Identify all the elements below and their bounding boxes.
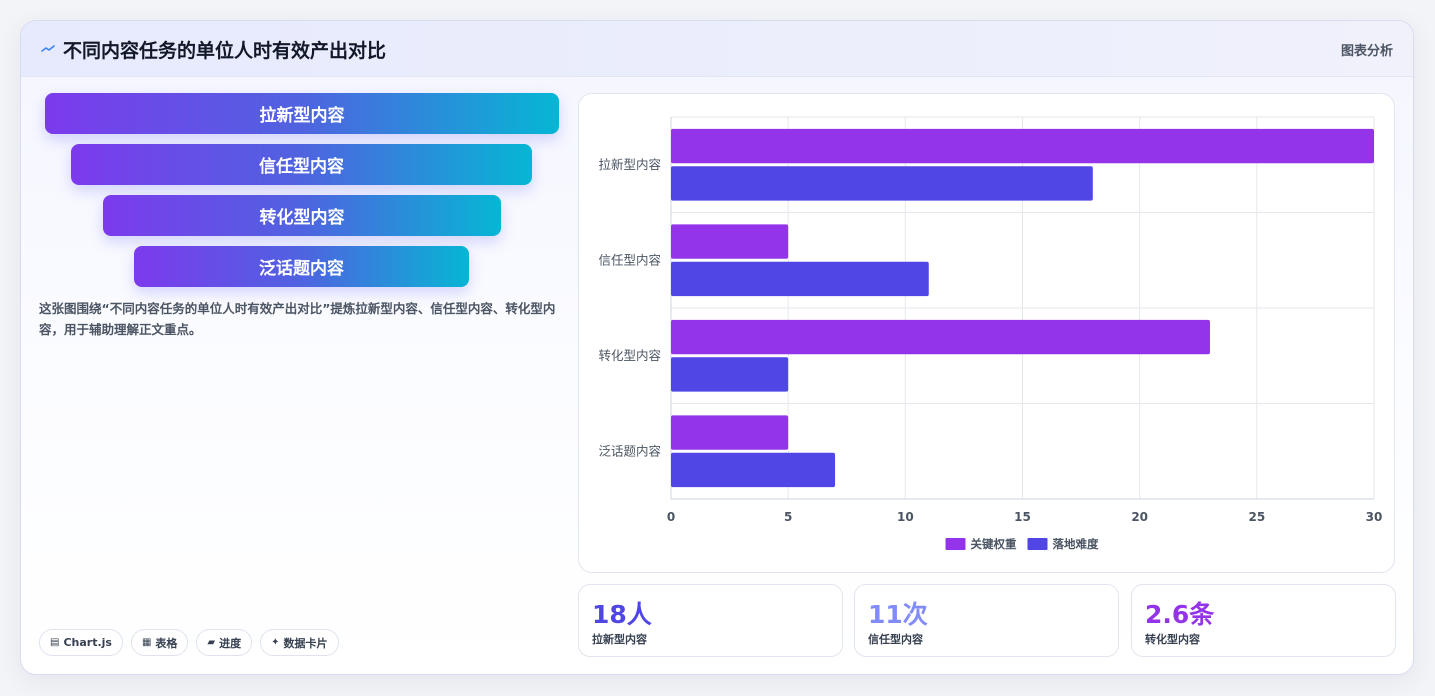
bar-weight[interactable] bbox=[671, 224, 789, 259]
bar-weight[interactable] bbox=[671, 128, 1374, 164]
y-tick-label: 信任型内容 bbox=[598, 252, 661, 267]
funnel-layer-conversion[interactable]: 转化型内容 bbox=[103, 195, 501, 236]
stat-card-conversion: 2.6条 转化型内容 bbox=[1131, 584, 1396, 657]
stat-label: 信任型内容 bbox=[868, 633, 923, 646]
stat-value: 18人 bbox=[592, 600, 652, 629]
table-icon: ▦ bbox=[141, 637, 152, 648]
bar-difficulty[interactable] bbox=[671, 452, 836, 488]
funnel-layer-trust[interactable]: 信任型内容 bbox=[71, 144, 532, 185]
tag-label: Chart.js bbox=[63, 636, 112, 649]
tag-chartjs[interactable]: ▤ Chart.js bbox=[39, 629, 123, 656]
tag-label: 进度 bbox=[219, 636, 242, 650]
tag-list: ▤ Chart.js ▦ 表格 ▰ 进度 ✦ 数据卡片 bbox=[39, 629, 339, 656]
funnel-layer-acquisition[interactable]: 拉新型内容 bbox=[45, 93, 559, 134]
x-tick-label: 25 bbox=[1248, 510, 1265, 524]
chart-icon: ▤ bbox=[50, 637, 60, 648]
stat-card-acquisition: 18人 拉新型内容 bbox=[578, 584, 843, 657]
x-tick-label: 5 bbox=[784, 510, 792, 524]
legend-swatch[interactable] bbox=[945, 538, 966, 550]
legend-label[interactable]: 落地难度 bbox=[1053, 537, 1099, 551]
y-tick-label: 拉新型内容 bbox=[598, 157, 661, 172]
stat-label: 拉新型内容 bbox=[592, 633, 647, 646]
progress-icon: ▰ bbox=[207, 637, 216, 648]
stat-label: 转化型内容 bbox=[1145, 633, 1200, 646]
bar-weight[interactable] bbox=[671, 415, 789, 450]
chart-description: 这张图围绕“不同内容任务的单位人时有效产出对比”提炼拉新型内容、信任型内容、转化… bbox=[39, 301, 556, 337]
bar-difficulty[interactable] bbox=[671, 357, 789, 392]
tag-label: 表格 bbox=[155, 636, 178, 650]
x-tick-label: 0 bbox=[667, 510, 675, 524]
card-header: 不同内容任务的单位人时有效产出对比 图表分析 bbox=[21, 21, 1413, 77]
legend-label[interactable]: 关键权重 bbox=[971, 537, 1017, 551]
page-title: 不同内容任务的单位人时有效产出对比 bbox=[63, 40, 387, 62]
spark-line-icon bbox=[41, 45, 55, 52]
x-tick-label: 10 bbox=[897, 510, 914, 524]
chart-card: 不同内容任务的单位人时有效产出对比 图表分析 拉新型内容 信任型内容 转化型内容… bbox=[20, 20, 1414, 675]
tag-progress[interactable]: ▰ 进度 bbox=[196, 629, 253, 656]
x-tick-label: 20 bbox=[1131, 510, 1148, 524]
x-tick-label: 30 bbox=[1366, 510, 1383, 524]
stat-card-trust: 11次 信任型内容 bbox=[854, 584, 1119, 657]
tag-label: 数据卡片 bbox=[283, 636, 328, 650]
tag-data-card[interactable]: ✦ 数据卡片 bbox=[260, 629, 339, 656]
tag-table[interactable]: ▦ 表格 bbox=[130, 629, 189, 656]
legend-swatch[interactable] bbox=[1027, 538, 1048, 550]
funnel-layer-general[interactable]: 泛话题内容 bbox=[134, 246, 469, 287]
y-tick-label: 转化型内容 bbox=[598, 348, 661, 363]
stat-value: 11次 bbox=[868, 600, 928, 629]
chart-panel: 拉新型内容信任型内容转化型内容泛话题内容 0 5 10 15 20 25 30 关键权重 落地难度 bbox=[578, 93, 1395, 573]
x-tick-label: 15 bbox=[1014, 510, 1031, 524]
card-icon: ✦ bbox=[271, 637, 280, 648]
chart-analysis-badge[interactable]: 图表分析 bbox=[1340, 44, 1393, 59]
stat-value: 2.6条 bbox=[1145, 600, 1215, 629]
bar-difficulty[interactable] bbox=[671, 166, 1093, 201]
y-tick-label: 泛话题内容 bbox=[598, 443, 661, 458]
bar-difficulty[interactable] bbox=[671, 261, 929, 297]
bar-weight[interactable] bbox=[671, 319, 1210, 355]
